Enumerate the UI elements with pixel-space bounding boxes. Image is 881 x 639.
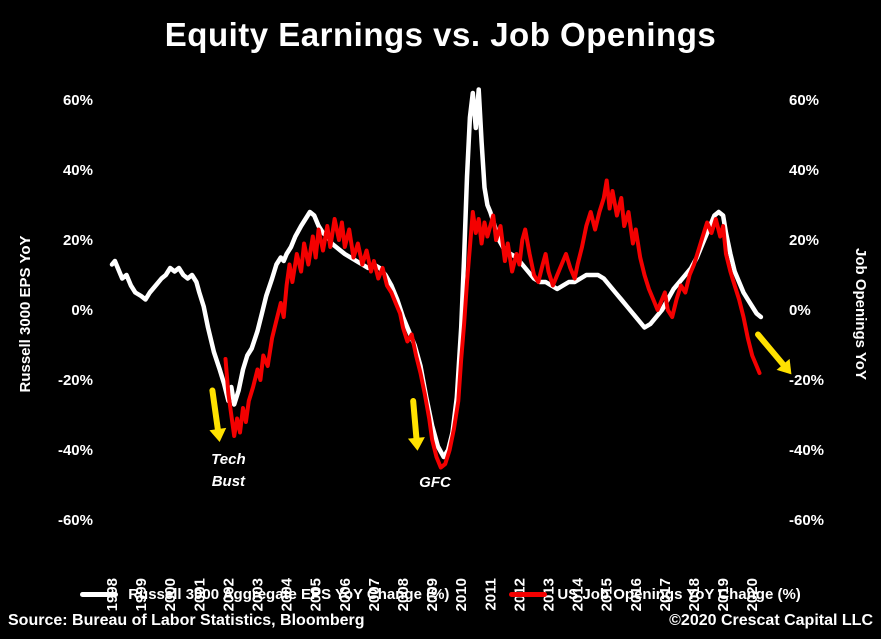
x-tick-label: 2014	[570, 577, 587, 611]
x-tick-label: 2016	[628, 578, 645, 611]
y-axis-ticks-right: 60% 40% 20% 0% -20% -40% -60%	[789, 92, 824, 529]
x-tick-label: 2010	[453, 578, 470, 611]
x-tick-label: 2013	[541, 578, 558, 611]
left-axis-title: Russell 3000 EPS YoY	[17, 235, 34, 392]
y-tick-label: -60%	[789, 512, 824, 529]
y-tick-label: 20%	[789, 232, 819, 249]
annotation-label: Bust	[212, 473, 246, 490]
arrow-shaft	[209, 387, 221, 433]
arrow-head	[776, 358, 792, 375]
y-tick-label: 20%	[63, 232, 93, 249]
x-tick-label: 2011	[482, 578, 499, 611]
x-tick-label: 2009	[424, 578, 441, 611]
annotations: Tech Bust GFC	[211, 451, 452, 491]
arrow-shaft	[755, 331, 787, 368]
arrow-head	[407, 437, 425, 451]
x-tick-label: 2005	[308, 578, 325, 611]
y-tick-label: -60%	[58, 512, 93, 529]
x-tick-label: 2002	[220, 578, 237, 611]
y-tick-label: -20%	[789, 372, 824, 389]
right-axis-title: Job Openings YoY	[852, 248, 869, 380]
annotation-label: GFC	[419, 474, 452, 491]
y-tick-label: 40%	[63, 162, 93, 179]
x-tick-label: 2006	[337, 578, 354, 611]
arrow-head	[209, 427, 227, 442]
y-tick-label: -40%	[789, 442, 824, 459]
x-tick-label: 2020	[744, 578, 761, 611]
x-tick-label: 2019	[715, 578, 732, 611]
y-axis-ticks-left: 60% 40% 20% 0% -20% -40% -60%	[58, 92, 93, 529]
y-tick-label: 40%	[789, 162, 819, 179]
y-tick-label: -40%	[58, 442, 93, 459]
x-tick-label: 2004	[279, 577, 296, 611]
y-tick-label: 60%	[789, 92, 819, 109]
legend: Russell 3000 Aggregate EPS YoY Change (%…	[0, 586, 881, 603]
footer: Source: Bureau of Labor Statistics, Bloo…	[0, 612, 881, 630]
arrow-shaft	[410, 398, 420, 441]
x-tick-label: 2015	[599, 578, 616, 611]
legend-swatch	[80, 592, 119, 597]
arrows	[209, 331, 792, 451]
source-text: Source: Bureau of Labor Statistics, Bloo…	[8, 612, 365, 629]
series-line-1	[223, 178, 762, 470]
x-tick-label: 2000	[162, 578, 179, 611]
x-axis-ticks: 1998199920002001200220032004200520062007…	[104, 577, 761, 611]
x-tick-label: 1999	[133, 578, 150, 611]
x-tick-label: 2017	[657, 578, 674, 611]
chart-title: Equity Earnings vs. Job Openings	[164, 16, 717, 53]
legend-label: Russell 3000 Aggregate EPS YoY Change (%…	[128, 586, 450, 603]
y-tick-label: 0%	[789, 302, 811, 319]
y-tick-label: 60%	[63, 92, 93, 109]
annotation-label: Tech	[211, 451, 245, 468]
y-tick-label: -20%	[58, 372, 93, 389]
copyright-text: ©2020 Crescat Capital LLC	[669, 612, 873, 629]
x-tick-label: 2008	[395, 578, 412, 611]
legend-item-russell: Russell 3000 Aggregate EPS YoY Change (%…	[80, 586, 449, 603]
legend-item-job-openings: US Job Openings YoY Change (%)	[509, 586, 801, 603]
x-tick-label: 2001	[191, 578, 208, 611]
y-tick-label: 0%	[71, 302, 93, 319]
x-tick-label: 2003	[250, 578, 267, 611]
legend-swatch	[509, 592, 548, 597]
series-line-0	[109, 87, 764, 460]
x-tick-label: 2007	[366, 578, 383, 611]
x-tick-label: 2018	[686, 578, 703, 611]
series-lines	[109, 87, 764, 470]
legend-label: US Job Openings YoY Change (%)	[557, 586, 801, 603]
